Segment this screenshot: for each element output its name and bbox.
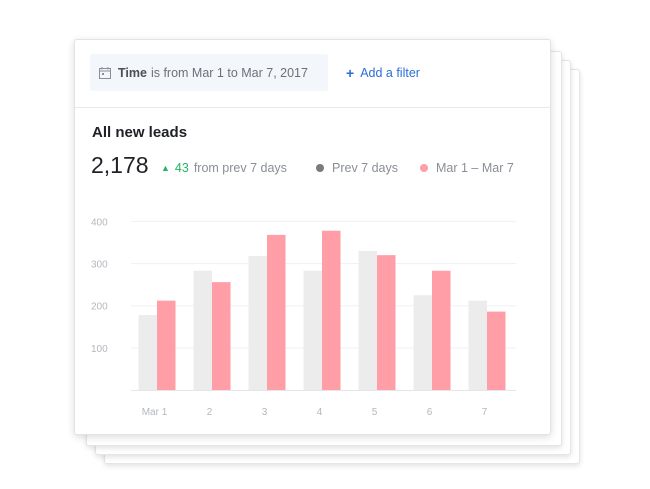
bar-mar-1-mar-7: [157, 300, 176, 390]
bar-mar-1-mar-7: [267, 234, 286, 390]
y-tick-label: 400: [91, 217, 108, 228]
x-tick-label: 6: [427, 407, 433, 418]
bar-prev-7-days: [303, 270, 322, 390]
x-tick-label: Mar 1: [142, 407, 168, 418]
x-tick-label: 7: [482, 407, 488, 418]
y-tick-label: 200: [91, 302, 108, 313]
x-tick-label: 3: [262, 407, 268, 418]
delta-indicator: ▲ 43 from prev 7 days: [161, 161, 287, 175]
bar-mar-1-mar-7: [377, 255, 396, 390]
delta-text: from prev 7 days: [193, 161, 287, 175]
bar-prev-7-days: [413, 295, 432, 390]
total-value: 2,178: [91, 152, 149, 178]
x-tick-label: 4: [317, 407, 323, 418]
delta-value: 43: [174, 161, 189, 175]
bar-mar-1-mar-7: [322, 230, 341, 390]
filter-bar: Time is from Mar 1 to Mar 7, 2017 + Add …: [75, 40, 550, 108]
bar-chart: 100 200 300 400 Mar 1 2 3 4 5 6 7: [75, 200, 550, 430]
bar-mar-1-mar-7: [487, 311, 506, 390]
leads-card: Time is from Mar 1 to Mar 7, 2017 + Add …: [74, 39, 551, 435]
x-tick-label: 2: [207, 407, 213, 418]
add-filter-label: Add a filter: [360, 66, 420, 80]
filter-condition-text: is from Mar 1 to Mar 7, 2017: [150, 65, 308, 80]
legend-dot-current: [420, 164, 428, 172]
bar-prev-7-days: [193, 270, 212, 390]
legend-label-prev: Prev 7 days: [332, 161, 399, 175]
y-tick-label: 100: [91, 344, 108, 355]
y-tick-label: 300: [91, 260, 108, 271]
bar-mar-1-mar-7: [212, 282, 231, 390]
bar-prev-7-days: [358, 250, 377, 390]
add-filter-button[interactable]: + Add a filter: [346, 65, 420, 81]
filter-field-label: Time: [118, 65, 147, 80]
legend-label-current: Mar 1 – Mar 7: [436, 161, 514, 175]
time-filter-chip[interactable]: Time is from Mar 1 to Mar 7, 2017: [90, 54, 328, 91]
legend-item-current: Mar 1 – Mar 7: [420, 161, 514, 175]
card-title: All new leads: [92, 124, 188, 141]
bar-chart-svg: 100 200 300 400 Mar 1 2 3 4 5 6 7: [91, 217, 516, 418]
bar-prev-7-days: [468, 300, 487, 390]
plus-icon: +: [346, 65, 355, 81]
calendar-icon: [99, 66, 111, 79]
bar-mar-1-mar-7: [432, 270, 451, 390]
bar-prev-7-days: [248, 255, 267, 390]
legend-item-prev: Prev 7 days: [316, 161, 398, 175]
x-tick-label: 5: [372, 407, 378, 418]
bar-prev-7-days: [138, 314, 157, 390]
triangle-up-icon: ▲: [161, 163, 170, 173]
legend-dot-prev: [316, 164, 324, 172]
